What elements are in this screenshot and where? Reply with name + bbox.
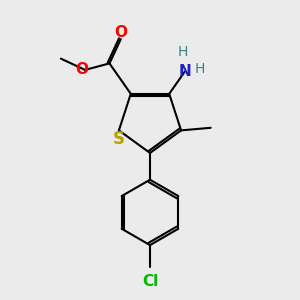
Text: S: S [113,130,125,148]
Text: H: H [195,62,205,76]
Text: N: N [178,64,191,80]
Text: O: O [76,62,88,77]
Text: O: O [114,25,127,40]
Text: H: H [178,45,188,59]
Text: Cl: Cl [142,274,158,289]
